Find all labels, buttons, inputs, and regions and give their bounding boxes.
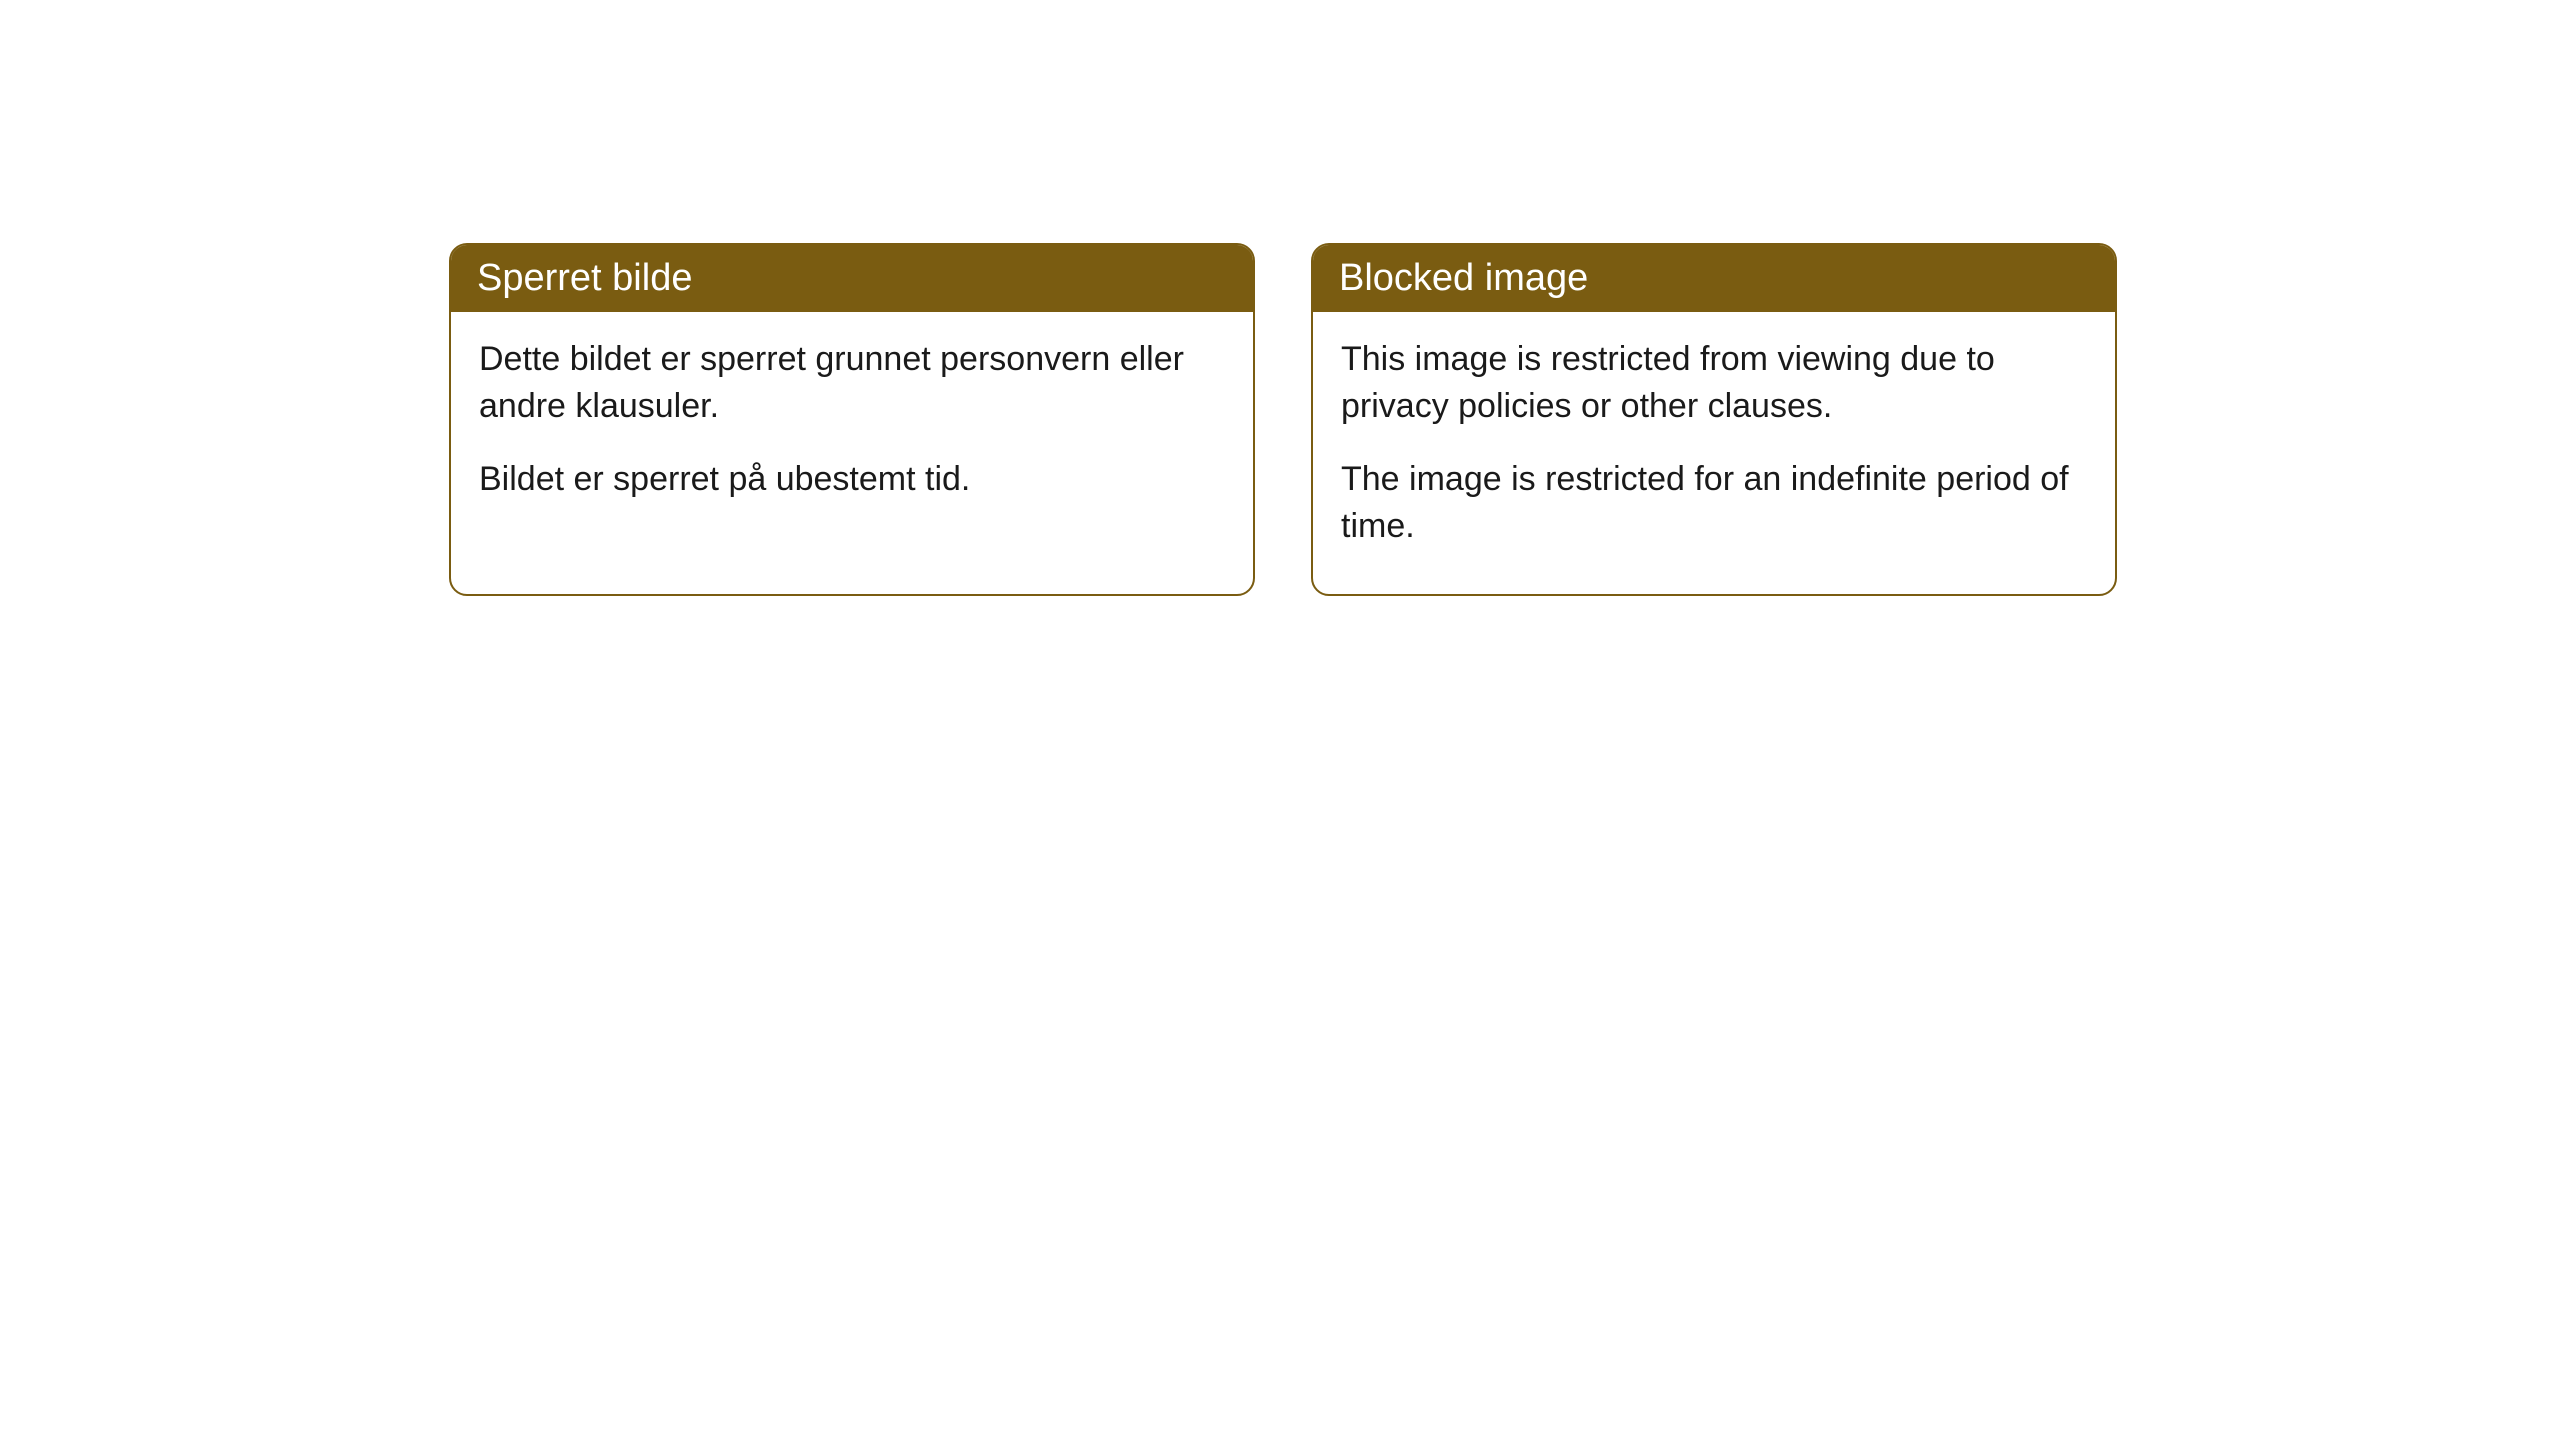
card-paragraph: This image is restricted from viewing du… — [1341, 336, 2087, 430]
blocked-image-card-no: Sperret bilde Dette bildet er sperret gr… — [449, 243, 1255, 596]
card-paragraph: Dette bildet er sperret grunnet personve… — [479, 336, 1225, 430]
card-title: Sperret bilde — [477, 257, 692, 299]
notice-cards-container: Sperret bilde Dette bildet er sperret gr… — [0, 0, 2560, 596]
card-header: Sperret bilde — [451, 245, 1253, 312]
blocked-image-card-en: Blocked image This image is restricted f… — [1311, 243, 2117, 596]
card-header: Blocked image — [1313, 245, 2115, 312]
card-paragraph: The image is restricted for an indefinit… — [1341, 456, 2087, 550]
card-body: Dette bildet er sperret grunnet personve… — [451, 312, 1253, 547]
card-title: Blocked image — [1339, 257, 1588, 299]
card-paragraph: Bildet er sperret på ubestemt tid. — [479, 456, 1225, 503]
card-body: This image is restricted from viewing du… — [1313, 312, 2115, 594]
